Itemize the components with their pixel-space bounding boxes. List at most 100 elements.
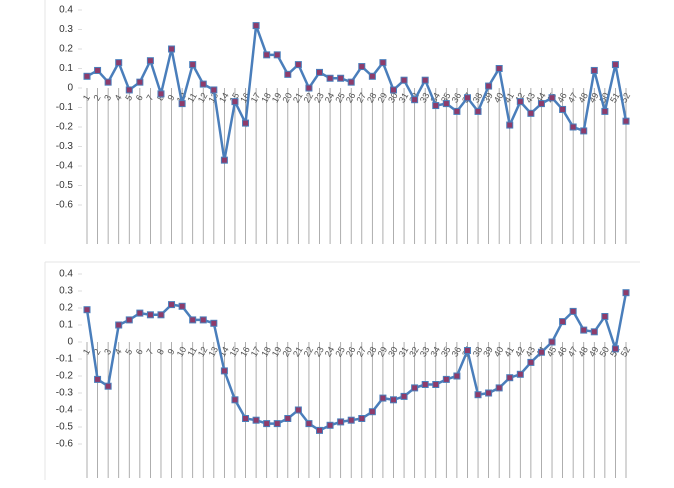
x-tick-label: 50 xyxy=(597,345,611,359)
x-tick-label: 11 xyxy=(185,91,198,104)
point-marker xyxy=(411,96,419,104)
point-marker xyxy=(273,420,281,428)
y-tick-label: 0 xyxy=(67,337,73,348)
x-tick-label: 21 xyxy=(291,91,305,105)
x-tick-label: 9 xyxy=(165,93,176,102)
point-marker xyxy=(421,76,429,84)
point-marker xyxy=(453,372,461,380)
point-marker xyxy=(83,306,91,314)
x-tick-label: 26 xyxy=(344,91,358,105)
x-tick-label: 22 xyxy=(302,345,316,359)
x-tick-label: 19 xyxy=(270,345,284,359)
x-tick-label: 24 xyxy=(323,91,337,105)
x-tick-label: 48 xyxy=(576,91,590,105)
point-marker xyxy=(242,119,250,127)
point-marker xyxy=(273,51,281,59)
point-marker xyxy=(485,82,493,90)
point-marker xyxy=(284,415,292,422)
point-marker xyxy=(400,76,408,84)
x-tick-label: 38 xyxy=(471,345,485,359)
point-marker xyxy=(611,345,619,353)
point-marker xyxy=(125,86,133,94)
point-marker xyxy=(157,311,165,319)
point-marker xyxy=(242,415,250,422)
point-marker xyxy=(537,348,545,356)
y-tick-label: 0.3 xyxy=(59,286,73,297)
y-tick-label: 0.2 xyxy=(59,303,73,314)
x-tick-label: 1 xyxy=(81,347,92,356)
x-tick-label: 17 xyxy=(249,345,263,359)
point-marker xyxy=(125,316,133,324)
x-tick-label: 6 xyxy=(134,347,145,356)
point-marker xyxy=(485,389,493,397)
point-marker xyxy=(199,80,207,88)
point-marker xyxy=(516,98,524,106)
x-tick-label: 31 xyxy=(397,91,411,105)
point-marker xyxy=(580,127,588,135)
x-tick-label: 4 xyxy=(113,347,124,356)
point-marker xyxy=(358,63,366,71)
point-marker xyxy=(347,78,355,86)
x-tick-label: 41 xyxy=(502,345,516,359)
point-marker xyxy=(294,61,302,69)
x-tick-label: 21 xyxy=(291,345,305,359)
point-marker xyxy=(548,338,556,346)
x-tick-label: 26 xyxy=(344,345,358,359)
y-tick-label: 0 xyxy=(67,83,73,94)
point-marker xyxy=(168,45,176,53)
x-tick-label: 32 xyxy=(407,345,421,359)
point-marker xyxy=(104,382,112,390)
point-marker xyxy=(316,68,324,76)
point-marker xyxy=(347,416,355,424)
point-marker xyxy=(231,396,239,404)
x-tick-label: 27 xyxy=(354,91,368,105)
point-marker xyxy=(463,94,471,102)
point-marker xyxy=(368,72,376,80)
point-marker xyxy=(432,102,440,110)
point-marker xyxy=(379,394,387,402)
x-tick-label: 11 xyxy=(185,345,198,358)
point-marker xyxy=(252,22,260,30)
x-tick-label: 22 xyxy=(302,91,316,105)
point-marker xyxy=(548,94,556,102)
x-tick-label: 14 xyxy=(217,91,231,105)
y-tick-label: -0.6 xyxy=(56,439,74,450)
point-marker xyxy=(537,100,545,108)
point-marker xyxy=(83,72,91,80)
point-marker xyxy=(220,367,228,375)
point-marker xyxy=(516,370,524,378)
point-marker xyxy=(220,156,228,164)
x-tick-label: 29 xyxy=(376,345,390,359)
point-marker xyxy=(326,421,334,429)
point-marker xyxy=(326,74,334,82)
point-marker xyxy=(136,78,144,86)
point-marker xyxy=(358,415,366,422)
point-marker xyxy=(294,406,302,414)
x-tick-label: 51 xyxy=(608,91,622,105)
point-marker xyxy=(622,289,630,297)
x-tick-label: 47 xyxy=(566,91,580,105)
y-tick-label: -0.1 xyxy=(56,102,74,113)
y-tick-label: -0.4 xyxy=(56,405,74,416)
x-tick-label: 18 xyxy=(259,91,273,105)
point-marker xyxy=(305,84,313,92)
point-marker xyxy=(474,391,482,399)
point-marker xyxy=(379,59,387,67)
x-tick-label: 27 xyxy=(354,345,368,359)
y-tick-label: 0.4 xyxy=(59,5,73,16)
point-marker xyxy=(601,107,609,115)
point-marker xyxy=(442,375,450,383)
point-marker xyxy=(94,375,102,383)
x-tick-label: 8 xyxy=(155,347,166,356)
x-tick-label: 6 xyxy=(134,93,145,102)
x-tick-label: 25 xyxy=(333,345,347,359)
x-tick-label: 35 xyxy=(439,345,453,359)
y-tick-label: 0.4 xyxy=(59,269,73,280)
point-marker xyxy=(463,347,471,354)
point-marker xyxy=(506,374,514,382)
point-marker xyxy=(337,74,345,82)
x-tick-label: 5 xyxy=(123,347,134,356)
point-marker xyxy=(368,408,376,416)
x-tick-label: 30 xyxy=(386,345,400,359)
point-marker xyxy=(442,100,450,108)
